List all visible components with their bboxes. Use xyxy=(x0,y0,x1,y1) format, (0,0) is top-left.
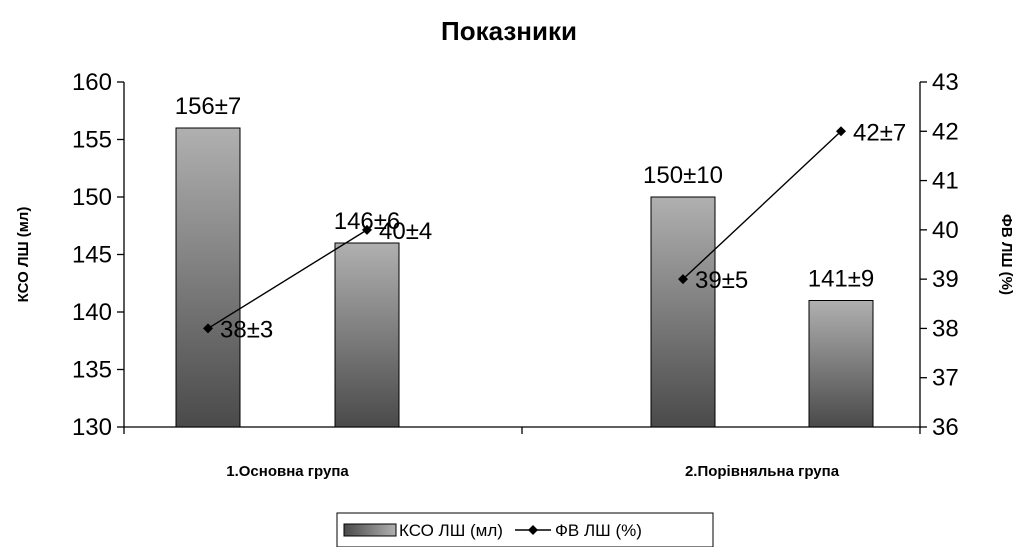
category-label: 1.Основна група xyxy=(226,463,349,480)
legend-label-line: ФВ ЛШ (%) xyxy=(555,521,642,540)
chart-title: Показники xyxy=(441,16,577,46)
legend: КСО ЛШ (мл) ФВ ЛШ (%) xyxy=(336,512,714,548)
y-tick-label: 160 xyxy=(72,69,112,96)
y2-tick-label: 42 xyxy=(932,118,959,145)
bar xyxy=(175,127,241,428)
legend-swatch-bar xyxy=(343,523,397,537)
bar xyxy=(808,300,874,428)
bar-value-label: 150±10 xyxy=(643,162,723,189)
y2-tick-label: 41 xyxy=(932,168,959,195)
y-tick-label: 145 xyxy=(72,242,112,269)
bar-value-label: 146±6 xyxy=(334,208,401,235)
y-tick-label: 155 xyxy=(72,127,112,154)
y-tick-label: 130 xyxy=(72,414,112,441)
line-point xyxy=(362,224,372,235)
category-label: 2.Порівняльна група xyxy=(685,463,840,480)
line-segment xyxy=(682,130,842,280)
line-point xyxy=(203,323,213,334)
y2-axis-title: ФВ ЛШ (%) xyxy=(998,214,1015,295)
bar-value-label: 156±7 xyxy=(175,93,242,120)
y2-tick-label: 36 xyxy=(932,414,959,441)
legend-label-bar: КСО ЛШ (мл) xyxy=(399,521,503,540)
legend-marker xyxy=(528,525,538,535)
y2-tick-label: 39 xyxy=(932,266,959,293)
bar-value-label: 141±9 xyxy=(808,266,875,293)
line-value-label: 38±3 xyxy=(220,316,273,343)
y2-tick-label: 43 xyxy=(932,69,959,96)
bar xyxy=(334,242,400,428)
line-segment xyxy=(207,229,368,330)
bar xyxy=(650,196,716,428)
legend-box xyxy=(336,512,714,548)
y2-tick-label: 40 xyxy=(932,217,959,244)
line-point xyxy=(678,274,688,285)
y-axis-title: КСО ЛШ (мл) xyxy=(15,207,32,303)
y2-tick-label: 38 xyxy=(932,315,959,342)
line-value-label: 39±5 xyxy=(695,267,748,294)
line-value-label: 42±7 xyxy=(853,119,906,146)
line-value-label: 40±4 xyxy=(379,218,432,245)
y-tick-label: 135 xyxy=(72,357,112,384)
y-tick-label: 140 xyxy=(72,299,112,326)
line-point xyxy=(836,126,846,137)
y2-tick-label: 37 xyxy=(932,365,959,392)
y-tick-label: 150 xyxy=(72,184,112,211)
